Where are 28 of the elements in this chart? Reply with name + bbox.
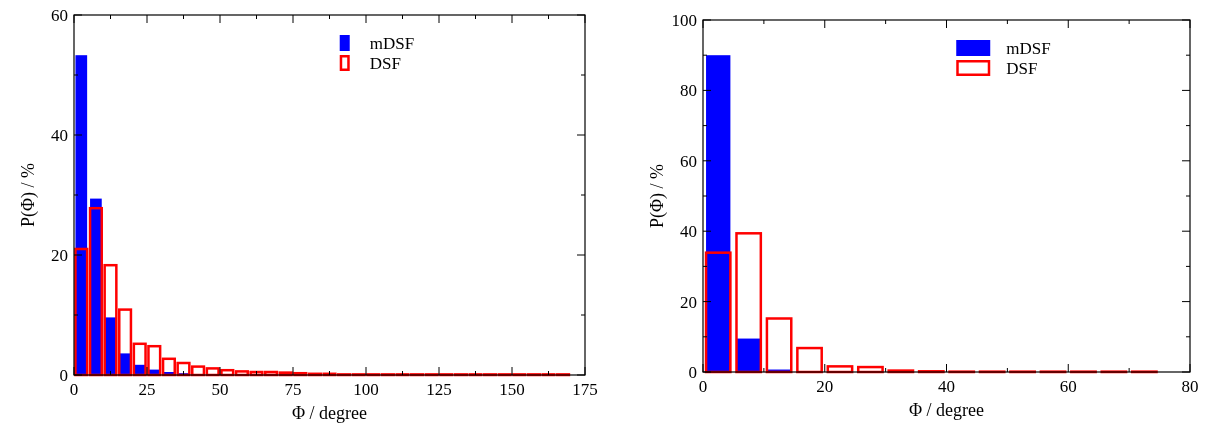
x-axis-title: Φ / degree	[291, 403, 368, 423]
x-tick-label: 20	[816, 377, 834, 396]
y-tick-label: 60	[51, 6, 68, 25]
y-tick-label: 0	[688, 363, 697, 382]
legend-label: mDSF	[369, 34, 415, 53]
x-tick-label: 175	[572, 380, 598, 399]
x-tick-label: 100	[353, 380, 379, 399]
x-tick-label: 80	[1181, 377, 1199, 396]
x-tick-label: 50	[211, 380, 229, 399]
y-axis-title: P(Φ) / %	[18, 162, 39, 228]
y-tick-label: 60	[680, 151, 697, 171]
legend-label: DSF	[1006, 59, 1038, 78]
x-tick-label: 125	[426, 380, 452, 399]
y-tick-label: 100	[671, 11, 697, 30]
x-tick-label: 75	[284, 380, 302, 399]
y-axis-title: P(Φ) / %	[647, 163, 668, 229]
y-tick-label: 20	[51, 246, 68, 265]
y-tick-label: 80	[680, 81, 697, 101]
x-tick-label: 25	[138, 380, 156, 399]
y-tick-label: 40	[680, 222, 697, 242]
y-tick-label: 40	[51, 126, 68, 145]
x-axis-title: Φ / degree	[908, 400, 985, 420]
x-tick-label: 60	[1059, 377, 1077, 396]
x-tick-label: 40	[938, 377, 955, 396]
legend-label: mDSF	[1006, 39, 1051, 58]
y-tick-label: 20	[680, 292, 697, 312]
legend-label: DSF	[369, 54, 401, 73]
x-tick-label: 150	[499, 380, 525, 399]
